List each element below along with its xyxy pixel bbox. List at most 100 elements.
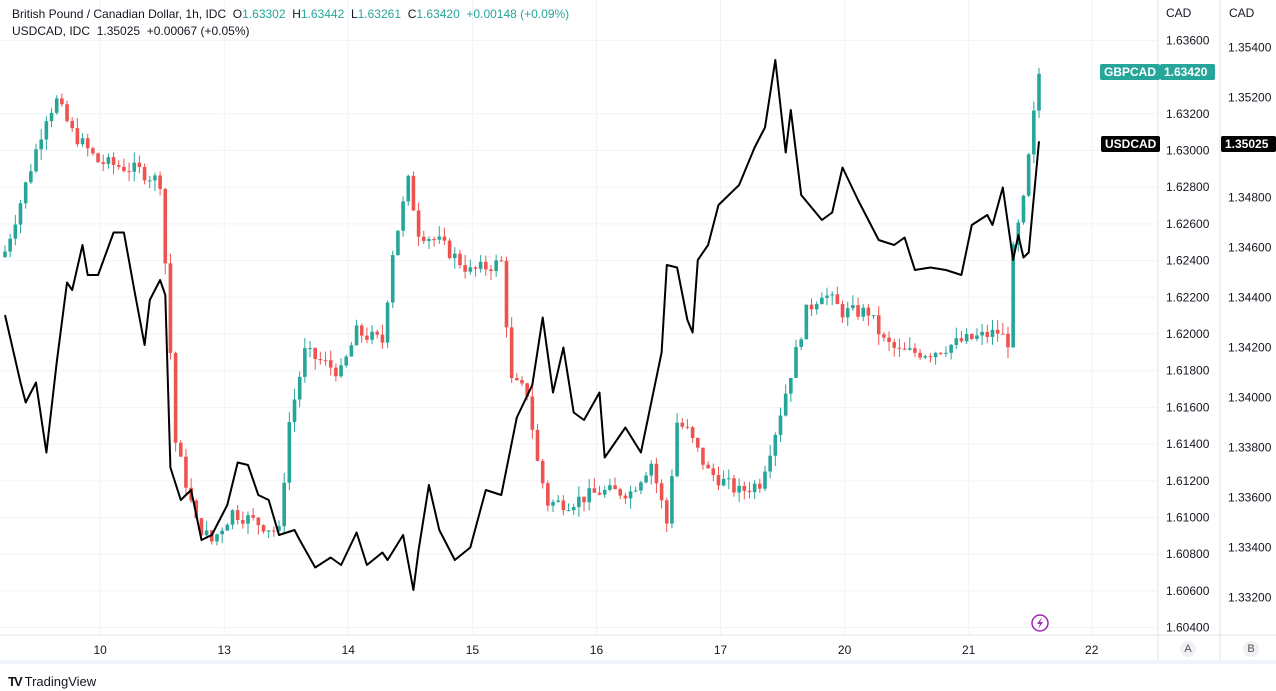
candle-body: [246, 515, 250, 524]
candle-body: [142, 167, 147, 181]
candle-body: [147, 180, 152, 182]
candle-body: [432, 239, 436, 241]
candle-body: [556, 500, 560, 502]
candle-body: [525, 383, 529, 397]
candle-body: [789, 377, 793, 394]
price-axis-currency-a: CAD: [1166, 6, 1192, 20]
time-tick-label: 21: [962, 643, 976, 657]
candle-body: [204, 530, 209, 536]
candle-body: [241, 519, 245, 524]
candle-body: [80, 138, 85, 145]
scale-a-button[interactable]: A: [1180, 641, 1196, 657]
candle-body: [670, 476, 674, 524]
candle-body: [721, 478, 726, 486]
price-tick-label-a: 1.61200: [1166, 474, 1210, 488]
candle-body: [137, 162, 142, 168]
open-value: 1.63302: [242, 7, 286, 21]
candle-body: [928, 356, 933, 358]
candle-body: [954, 338, 959, 345]
candle-body: [561, 500, 566, 511]
candle-body: [727, 478, 731, 480]
candle-body: [918, 352, 922, 358]
time-axis-bottom: [0, 660, 1276, 664]
price-tick-label-b: 1.34200: [1228, 341, 1272, 355]
candle-body: [675, 422, 679, 477]
price-tick-label-b: 1.34600: [1228, 241, 1272, 255]
candle-body: [913, 348, 917, 353]
candle-body: [799, 339, 803, 347]
candle-body: [29, 171, 33, 183]
candle-body: [349, 345, 354, 357]
candle-body: [339, 365, 343, 377]
candle-body: [608, 485, 612, 490]
candle-body: [835, 294, 840, 305]
price-tick-label-a: 1.61400: [1166, 437, 1210, 451]
candle-body: [127, 171, 131, 173]
candle-body: [938, 352, 943, 354]
candle-body: [272, 530, 276, 532]
candle-body: [659, 483, 664, 501]
candle-body: [540, 460, 545, 484]
price-tick-label-b: 1.33200: [1228, 591, 1272, 605]
candle-body: [582, 496, 586, 503]
candle-body: [44, 121, 49, 140]
candle-body: [747, 490, 752, 493]
usdcad-line: [4, 59, 1040, 591]
candle-body: [23, 182, 28, 204]
candle-body: [639, 482, 643, 491]
candle-body: [602, 489, 607, 495]
price-tick-label-b: 1.33800: [1228, 441, 1272, 455]
candle-body: [597, 492, 602, 495]
price-tick-label-b: 1.33600: [1228, 491, 1272, 505]
candle-body: [566, 510, 571, 512]
main-series-legend: British Pound / Canadian Dollar, 1h, IDC…: [12, 7, 570, 21]
candle-body: [902, 348, 907, 350]
candle-body: [220, 530, 224, 535]
candle-body: [504, 260, 509, 328]
price-tick-label-b: 1.34800: [1228, 191, 1272, 205]
time-tick-label: 20: [838, 643, 852, 657]
candle-body: [1032, 110, 1036, 155]
compare-change: +0.00067 (+0.05%): [146, 24, 250, 38]
candle-body: [39, 139, 43, 150]
candle-body: [442, 236, 447, 241]
candle-body: [458, 253, 462, 266]
candle-body: [1001, 333, 1005, 335]
candle-body: [65, 104, 69, 122]
candle-body: [1037, 73, 1041, 111]
candle-body: [825, 295, 829, 298]
candle-body: [509, 327, 514, 379]
symbol-title[interactable]: British Pound / Canadian Dollar, 1h, IDC: [12, 7, 227, 21]
candle-body: [452, 253, 457, 259]
scale-b-button[interactable]: B: [1243, 641, 1259, 657]
candle-body: [308, 348, 312, 350]
candle-body: [287, 422, 292, 483]
candle-body: [13, 224, 18, 239]
time-tick-label: 13: [218, 643, 232, 657]
candle-body: [106, 157, 111, 164]
price-tick-label-a: 1.62200: [1166, 290, 1210, 304]
candle-body: [876, 315, 881, 335]
candle-body: [328, 360, 333, 368]
gbpcad-series-tag: GBPCAD: [1100, 64, 1161, 80]
candle-body: [1016, 222, 1021, 245]
candle-body: [256, 517, 261, 526]
candle-body: [447, 240, 452, 259]
compare-title[interactable]: USDCAD, IDC: [12, 24, 91, 38]
candle-body: [489, 269, 493, 272]
candle-body: [732, 478, 736, 493]
candle-body: [623, 495, 628, 499]
candle-body: [587, 488, 592, 503]
candle-body: [897, 347, 902, 349]
candle-body: [618, 489, 623, 496]
candle-body: [690, 427, 695, 439]
candle-body: [856, 305, 860, 317]
time-tick-label: 14: [342, 643, 356, 657]
candle-body: [380, 334, 385, 343]
candle-body: [277, 526, 281, 531]
candle-body: [546, 483, 550, 506]
candle-body: [297, 376, 302, 400]
price-tick-label-a: 1.60400: [1166, 621, 1210, 635]
candle-body: [163, 188, 168, 264]
